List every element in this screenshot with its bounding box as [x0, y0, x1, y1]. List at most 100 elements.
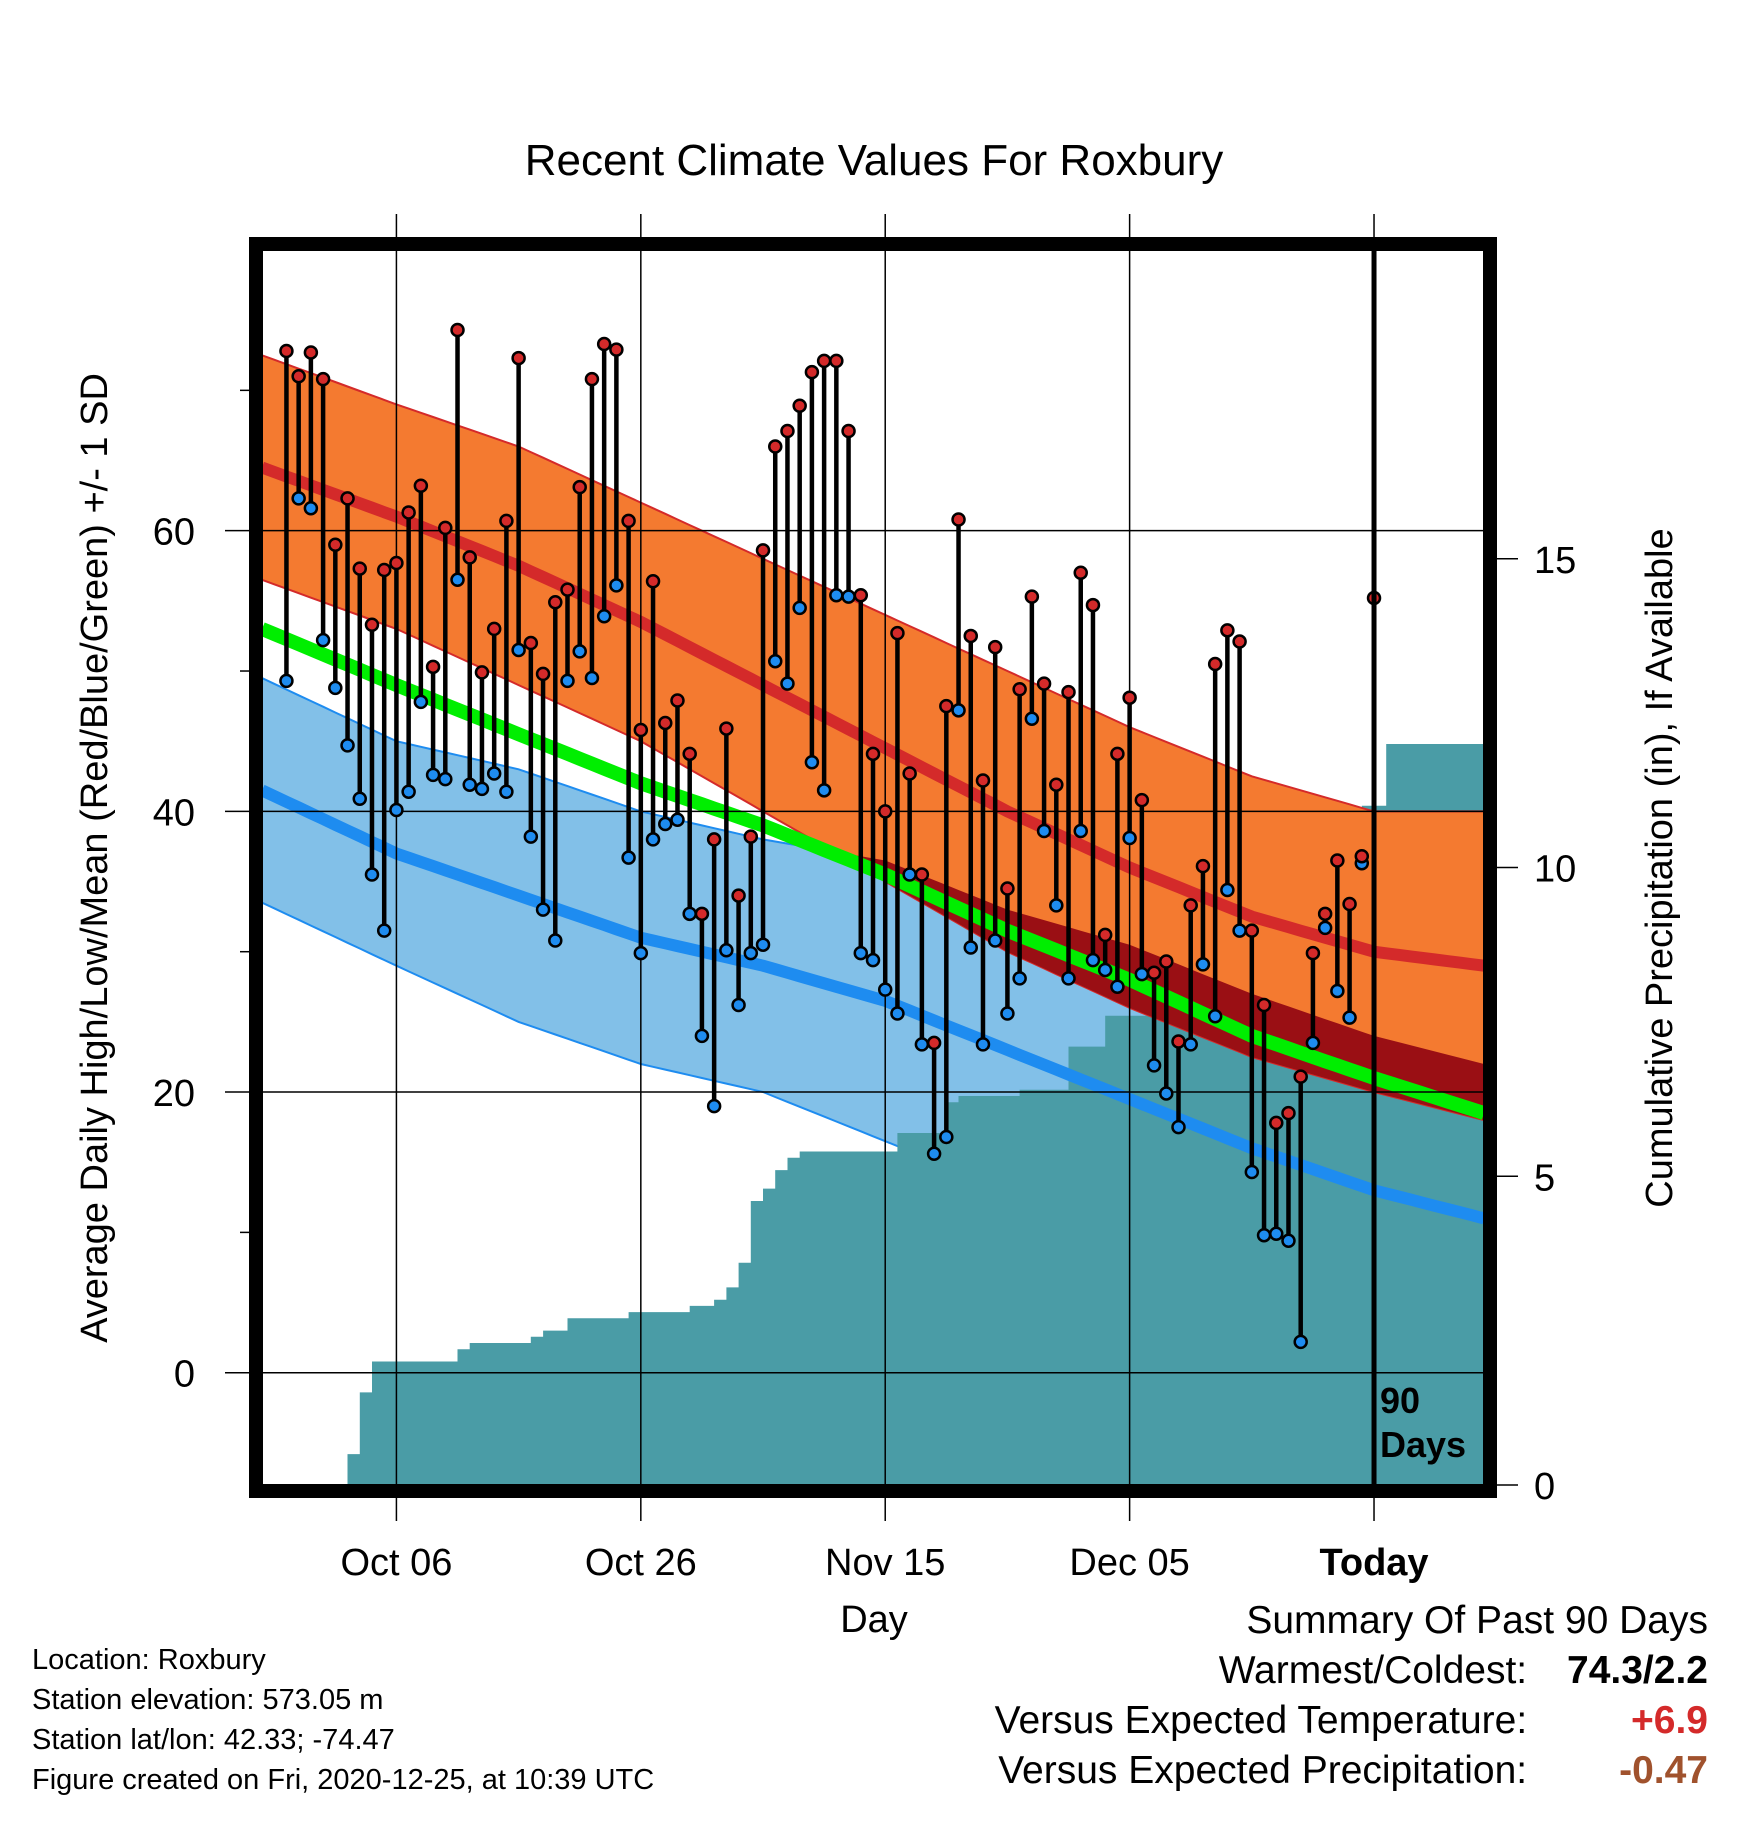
- low-point: [621, 850, 636, 865]
- low-point: [291, 491, 306, 506]
- high-point: [535, 666, 551, 682]
- high-point: [731, 888, 746, 903]
- low-point: [1195, 957, 1211, 972]
- low-point: [987, 933, 1003, 948]
- high-point: [792, 398, 807, 414]
- low-point: [1134, 966, 1150, 982]
- high-point: [1232, 634, 1247, 649]
- high-point: [951, 512, 966, 527]
- high-point: [670, 693, 685, 708]
- low-point: [364, 867, 380, 882]
- low-point: [1097, 962, 1113, 978]
- high-point: [1110, 746, 1125, 762]
- low-point: [816, 783, 832, 798]
- low-point: [792, 600, 807, 616]
- low-point: [1000, 1006, 1015, 1021]
- high-point: [572, 479, 587, 495]
- low-point: [1122, 830, 1137, 846]
- low-point: [1232, 923, 1247, 938]
- low-point: [694, 1028, 710, 1044]
- y-tick-label: 0: [174, 1354, 195, 1396]
- low-point: [450, 572, 465, 588]
- low-point: [1244, 1164, 1260, 1180]
- low-point: [1317, 920, 1333, 936]
- x-axis-label: Day: [840, 1599, 908, 1641]
- station-info: Location: Roxbury Station elevation: 573…: [32, 1640, 654, 1800]
- high-point: [413, 478, 429, 494]
- low-point: [755, 937, 771, 952]
- high-point: [633, 722, 649, 738]
- low-point: [1220, 882, 1235, 898]
- x-tick-label: Today: [1319, 1542, 1428, 1584]
- high-point: [1097, 927, 1113, 943]
- axes: 0 20 40 60 0 5 10 15 Oct 06 Oct 26 Nov 15 Dec 05 Tod…: [153, 214, 1576, 1584]
- low-point: [951, 703, 966, 718]
- warmest-coldest-value: 74.3/2.2: [1567, 1649, 1708, 1692]
- low-point: [352, 791, 368, 806]
- low-point: [548, 933, 563, 948]
- high-point: [303, 345, 319, 360]
- high-point: [816, 353, 832, 369]
- high-point: [1293, 1069, 1308, 1084]
- high-point: [743, 829, 759, 844]
- low-point: [658, 816, 673, 832]
- y-tick-label: 20: [153, 1073, 195, 1115]
- low-point: [425, 767, 441, 783]
- precip-departure-label: Versus Expected Precipitation:: [998, 1749, 1528, 1792]
- low-point: [829, 587, 844, 603]
- high-point: [1220, 623, 1235, 638]
- y-axis-label: Average Daily High/Low/Mean (Red/Blue/Gr…: [74, 373, 116, 1343]
- high-point: [1195, 858, 1211, 874]
- high-point: [780, 423, 795, 439]
- low-point: [902, 867, 917, 882]
- high-point: [939, 698, 954, 714]
- low-point: [890, 1006, 905, 1021]
- high-point: [1281, 1105, 1296, 1121]
- latlon-text: Station lat/lon: 42.33; -74.47: [32, 1724, 395, 1756]
- y2-tick-label: 10: [1534, 849, 1576, 891]
- summary-heading: Summary Of Past 90 Days: [1246, 1599, 1708, 1642]
- high-point: [1317, 906, 1333, 922]
- y2-axis-label: Cumulative Precipitation (in), If Availa…: [1639, 528, 1681, 1207]
- high-point: [511, 350, 526, 366]
- low-point: [926, 1146, 942, 1162]
- low-point: [303, 500, 319, 516]
- high-point: [462, 550, 477, 565]
- high-point: [352, 561, 368, 576]
- low-point: [1305, 1035, 1321, 1051]
- low-point: [1183, 1037, 1198, 1052]
- high-point: [1207, 656, 1223, 672]
- low-point: [767, 653, 783, 669]
- low-point: [1061, 971, 1076, 986]
- high-point: [389, 555, 404, 571]
- low-point: [719, 943, 734, 958]
- high-point: [1256, 997, 1272, 1013]
- high-point: [1122, 690, 1137, 705]
- low-point: [1110, 979, 1125, 995]
- normal-low-line: [262, 784, 1484, 1225]
- high-point: [926, 1035, 942, 1051]
- high-point: [584, 371, 600, 387]
- high-point: [486, 621, 502, 637]
- high-point: [560, 582, 575, 597]
- low-point: [1256, 1227, 1272, 1243]
- high-point: [621, 513, 636, 529]
- high-point: [975, 773, 991, 788]
- y2-tick-label: 0: [1534, 1466, 1555, 1508]
- temp-departure-label: Versus Expected Temperature:: [994, 1699, 1528, 1742]
- precip-departure-value: -0.47: [1619, 1749, 1708, 1792]
- location-text: Location: Roxbury: [32, 1644, 266, 1676]
- high-point: [438, 520, 453, 536]
- summary-row-temperature: Versus Expected Temperature: +6.9: [995, 1696, 1708, 1746]
- low-point: [560, 673, 575, 689]
- high-point: [1024, 589, 1040, 604]
- high-point: [829, 353, 844, 369]
- low-point: [939, 1129, 954, 1145]
- high-point: [548, 595, 563, 610]
- low-point: [853, 945, 869, 961]
- low-point: [743, 945, 759, 961]
- low-point: [1085, 952, 1101, 968]
- low-point: [376, 923, 392, 938]
- low-point: [731, 997, 746, 1013]
